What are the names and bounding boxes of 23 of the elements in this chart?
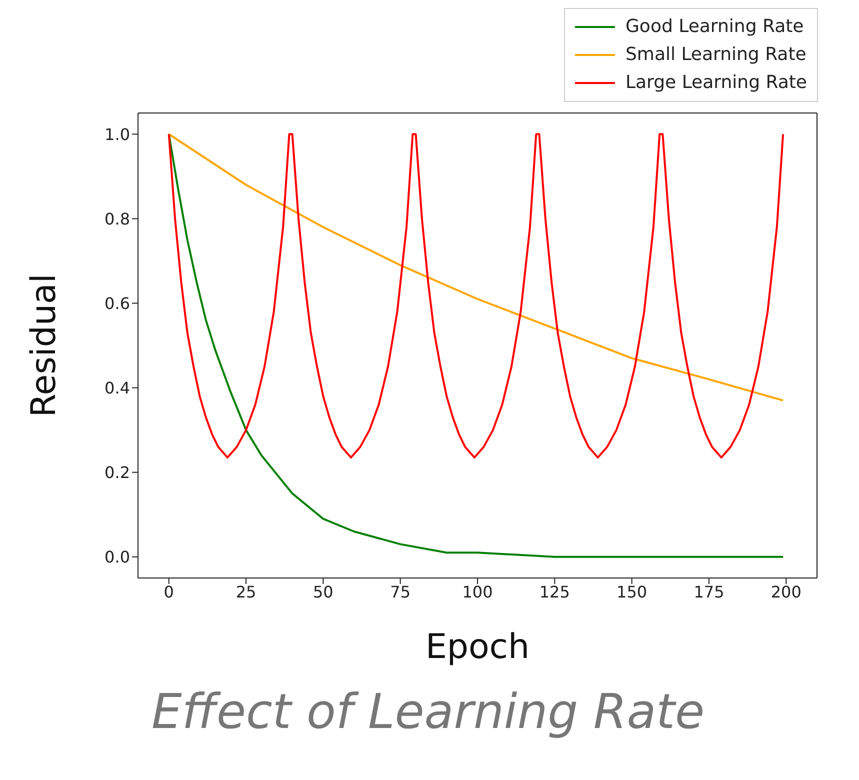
x-axis-title: Epoch xyxy=(425,627,530,667)
line-series xyxy=(168,133,784,402)
x-tick-label: 0 xyxy=(164,582,174,602)
y-tick-label: 0.4 xyxy=(104,378,130,398)
y-tick-label: 1.0 xyxy=(104,124,130,144)
y-tick-label: 0.6 xyxy=(104,294,130,313)
y-tick-label: 0.2 xyxy=(104,463,130,482)
legend-label: Large Learning Rate xyxy=(625,71,807,95)
legend-label: Small Learning Rate xyxy=(625,43,806,67)
x-tick-label: 175 xyxy=(694,582,724,602)
text: Effect of Learning Rate xyxy=(150,684,706,740)
x-tick-label: 125 xyxy=(539,582,570,602)
y-tick-label: 0.0 xyxy=(104,548,130,567)
x-tick-label: 75 xyxy=(390,582,411,602)
x-tick-label: 150 xyxy=(616,582,648,602)
x-tick-label: 200 xyxy=(770,582,802,602)
y-tick-label: 0.8 xyxy=(104,209,130,228)
y-axis-title: Residual xyxy=(24,274,64,418)
x-tick-label: 50 xyxy=(313,582,334,602)
x-tick-label: 25 xyxy=(236,582,256,602)
line-series xyxy=(168,133,784,459)
legend-label: Good Learning Rate xyxy=(625,15,804,39)
x-tick-label: 100 xyxy=(462,582,493,602)
